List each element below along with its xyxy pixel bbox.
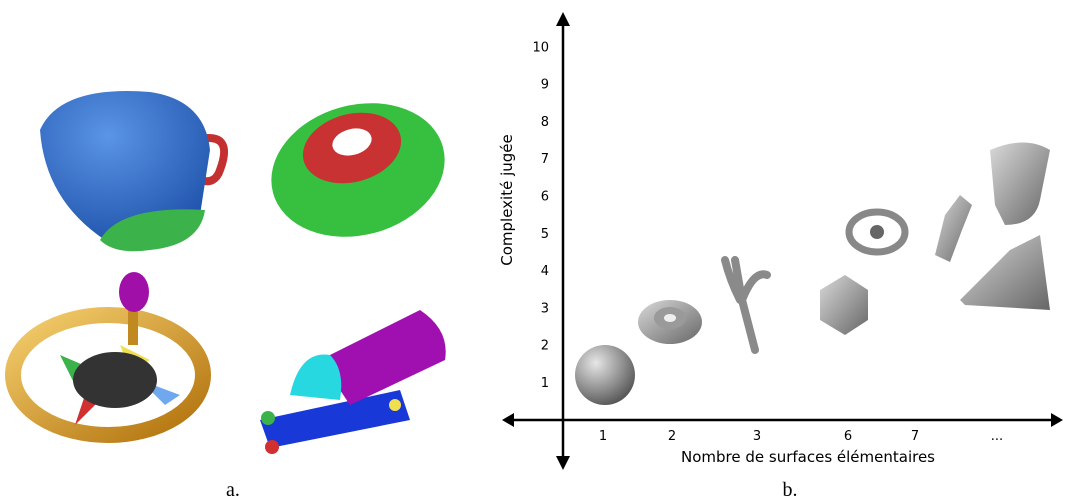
objects [575, 142, 1050, 405]
y-axis-title: Complexité jugée [498, 134, 516, 266]
x-tick-label: 1 [599, 429, 607, 444]
x-tick-label: ... [991, 429, 1003, 444]
wheel [5, 272, 211, 443]
axes [502, 12, 1063, 470]
y-tick-label: 8 [541, 115, 549, 130]
y-tick-label: 7 [541, 152, 549, 167]
y-tick-label: 3 [541, 301, 549, 316]
gun [260, 310, 446, 454]
y-tick-label: 4 [541, 264, 549, 279]
x-tick-label: 3 [753, 429, 761, 444]
panel-label: b. [783, 479, 798, 501]
disk [271, 103, 445, 237]
x-tick-label: 2 [668, 429, 676, 444]
panel-label: a. [226, 479, 240, 501]
y-tick-label: 10 [532, 40, 549, 55]
y-tick-label: 2 [541, 339, 549, 354]
y-tick-label: 9 [541, 78, 549, 93]
x-axis-title: Nombre de surfaces élémentaires [681, 448, 935, 466]
x-tick-label: 6 [844, 429, 852, 444]
y-tick-label: 1 [541, 376, 549, 391]
cup [40, 91, 228, 252]
y-tick-label: 6 [541, 190, 549, 205]
x-tick-label: 7 [911, 429, 919, 444]
y-tick-label: 5 [541, 227, 549, 242]
